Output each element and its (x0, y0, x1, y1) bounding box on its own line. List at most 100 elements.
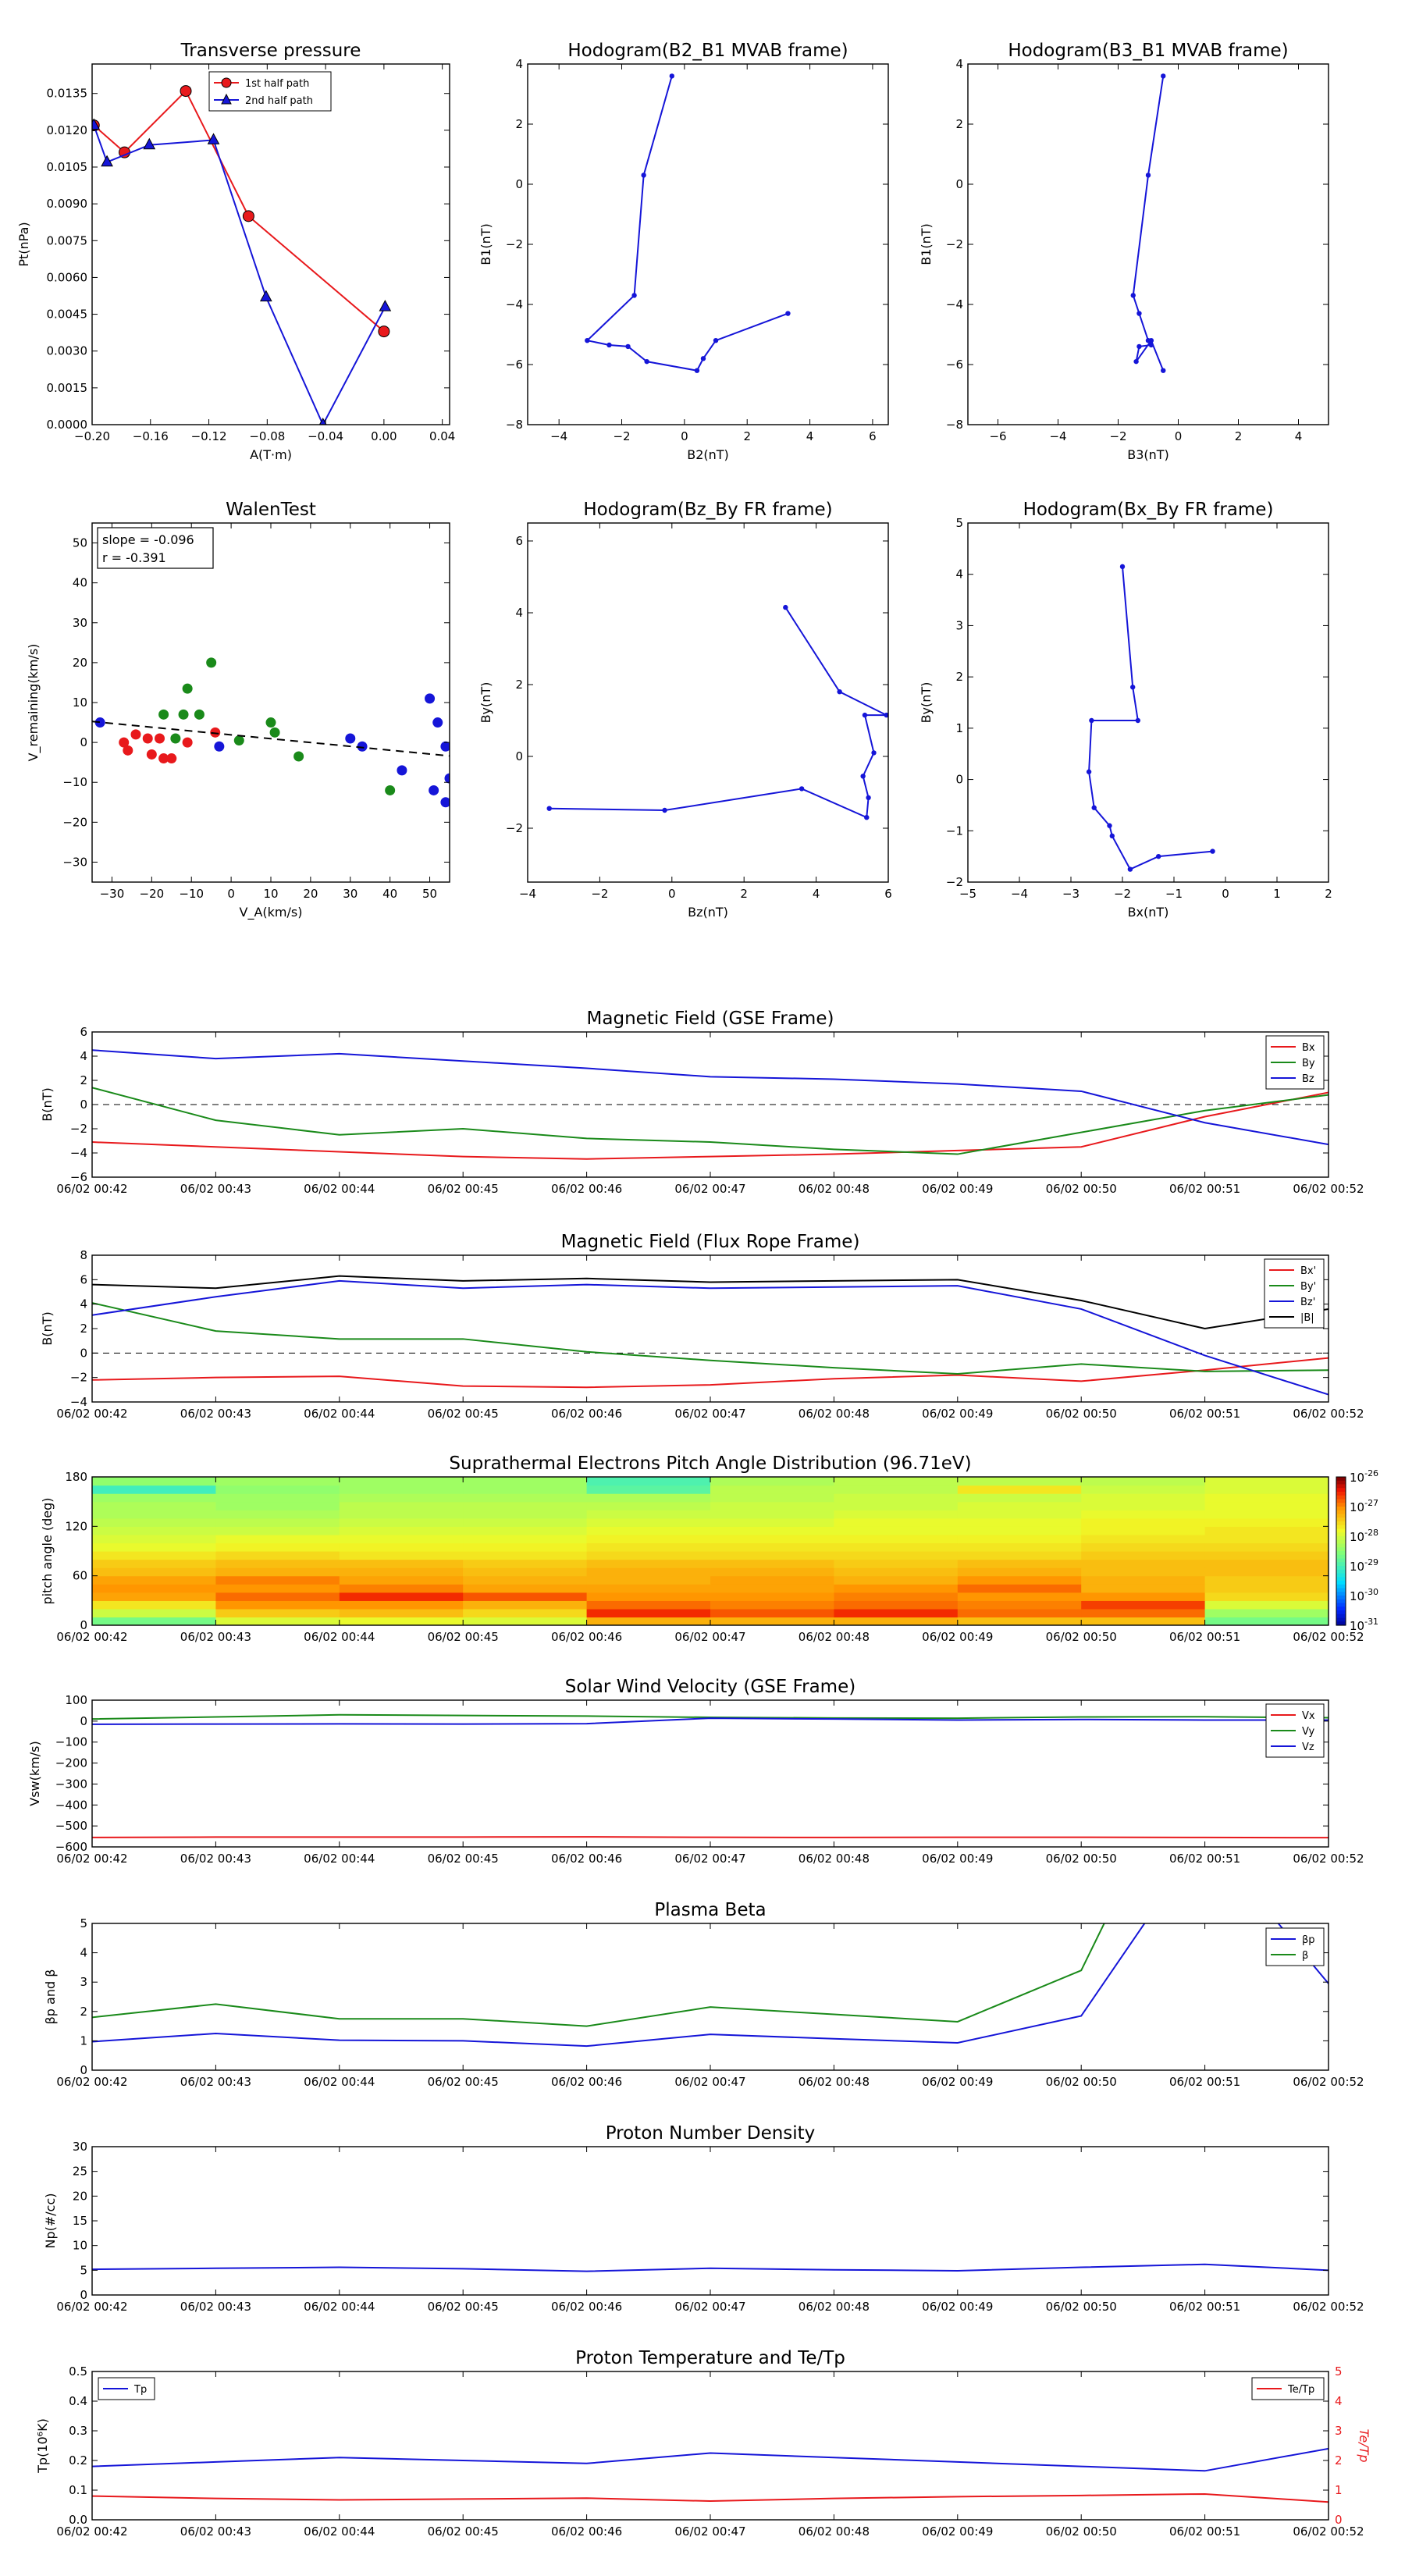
hodo_b2b1-point (700, 356, 706, 361)
np-xtick-label: 06/02 00:43 (180, 2300, 251, 2314)
pad-colorbar-step (1336, 1617, 1346, 1622)
pad-heatmap-cell (1081, 1510, 1206, 1519)
hodo_bxby-xtick-label: −5 (959, 887, 976, 901)
walen-ytick-label: 40 (73, 576, 87, 590)
walen-point (166, 753, 177, 764)
vsw-ytick-label: −200 (55, 1756, 87, 1770)
walen-point (155, 733, 165, 744)
pad-heatmap-cell (463, 1534, 588, 1544)
mag_fr-plot-area (92, 1275, 1329, 1396)
hodo_bzby-point (546, 806, 552, 811)
np-xtick-label: 06/02 00:46 (551, 2300, 622, 2314)
hodo_b3b1-point (1161, 73, 1166, 79)
walen-point (123, 745, 133, 756)
pad-xtick-label: 06/02 00:50 (1046, 1630, 1117, 1644)
pad-heatmap-cell (957, 1477, 1082, 1486)
transverse-point (143, 137, 156, 150)
pad-heatmap-cell (1204, 1600, 1329, 1610)
beta-series-line (92, 1923, 1329, 2048)
pad-heatmap-cell (1081, 1542, 1206, 1552)
pad-colorbar-step (1336, 1596, 1346, 1600)
hodo_b3b1-plot-area (1130, 73, 1166, 373)
transverse-border (91, 63, 450, 425)
hodo_bxby-xtick-label: −2 (1114, 887, 1131, 901)
mag_fr-series-line (92, 1275, 1329, 1330)
hodo_b2b1-point (631, 293, 637, 298)
pad-ytick-label: 180 (65, 1470, 87, 1484)
mag_fr-ytick-label: 0 (80, 1346, 87, 1360)
hodo_b3b1-border (967, 63, 1329, 425)
hodo_b2b1-ytick-label: 0 (515, 177, 523, 191)
pad-heatmap-cell (957, 1526, 1082, 1535)
pad-colorbar-step (1336, 1536, 1346, 1541)
pad-heatmap-cell (1081, 1584, 1206, 1593)
pad-heatmap-cell (1204, 1542, 1329, 1552)
hodo_b2b1-point (606, 342, 612, 348)
walen-point (293, 751, 304, 762)
mag_fr-ytick-label: −2 (70, 1371, 87, 1385)
hodo_b3b1-ytick-label: −4 (946, 297, 963, 311)
tp-ytick-label: 0.4 (69, 2394, 87, 2408)
walen-point (194, 709, 205, 720)
vsw-ytick-label: −300 (55, 1777, 87, 1791)
walen-ytick-label: 10 (73, 696, 87, 710)
hodo_bzby-xtick-label: 6 (884, 887, 892, 901)
np-series-line (92, 2263, 1329, 2272)
tp-xtick-label: 06/02 00:49 (922, 2524, 993, 2539)
pad-heatmap-cell (339, 1526, 464, 1535)
hodo_b3b1-ylabel: B1(nT) (919, 223, 934, 265)
pad-heatmap-cell (1081, 1559, 1206, 1568)
mag_fr-series-line (92, 1302, 1329, 1375)
pad-heatmap-cell (834, 1493, 959, 1503)
mag_gse-legend: Bx By Bz (1265, 1035, 1325, 1090)
pad-heatmap-cell (710, 1575, 834, 1585)
pad-heatmap-cell (339, 1493, 464, 1503)
hodo_b3b1-point (1136, 311, 1142, 316)
transverse-point (378, 326, 390, 338)
pad-heatmap-cell (339, 1584, 464, 1593)
transverse-ytick-label: 0.0090 (47, 197, 88, 211)
pad-heatmap-cell (1204, 1617, 1329, 1625)
pad-heatmap-cell (586, 1477, 711, 1486)
tp-ylabel2: Te/Tp (1357, 2429, 1371, 2463)
pad-heatmap-cell (92, 1567, 216, 1577)
walen-ytick-label: 50 (73, 536, 87, 550)
pad-heatmap-cell (463, 1584, 588, 1593)
walen-point (178, 709, 189, 720)
pad-heatmap-cell (215, 1534, 340, 1544)
pad-heatmap-cell (710, 1485, 834, 1494)
tp-ylabel: Tp(10⁶K) (35, 2418, 50, 2474)
pad-heatmap-cell (957, 1567, 1082, 1577)
np-xtick-label: 06/02 00:51 (1169, 2300, 1240, 2314)
mag_fr-xtick-label: 06/02 00:49 (922, 1407, 993, 1421)
pad-colorbar-step (1336, 1573, 1346, 1578)
pad-heatmap-cell (92, 1534, 216, 1544)
walen-r-text: r = -0.391 (102, 550, 166, 565)
mag_gse-series-line (92, 1087, 1329, 1155)
hodo_b3b1-xtick-label: −4 (1049, 429, 1066, 443)
hodo_bzby-series-line (549, 607, 887, 819)
hodo_bxby-xlabel: Bx(nT) (1128, 905, 1169, 920)
pad-heatmap-cell (957, 1534, 1082, 1544)
mag_fr-series-line (92, 1279, 1329, 1396)
hodo_bxby-ytick-label: 0 (955, 773, 963, 787)
pad-heatmap-cell (1204, 1584, 1329, 1593)
hodo_b2b1-ylabel: B1(nT) (478, 223, 493, 265)
pad-heatmap-cell (1204, 1510, 1329, 1519)
pad-colorbar-step (1336, 1551, 1346, 1556)
pad-heatmap-cell (1204, 1608, 1329, 1618)
vsw-legend: Vx Vy Vz (1265, 1703, 1325, 1758)
mag_gse-ytick-label: −2 (70, 1122, 87, 1136)
vsw-xtick-label: 06/02 00:51 (1169, 1852, 1240, 1866)
hodo_bzby: Hodogram(Bz_By FR frame) Bz(nT) By(nT) −4 −2… (478, 500, 892, 920)
pad-heatmap-cell (1081, 1551, 1206, 1560)
pad-heatmap-cell (834, 1608, 959, 1618)
hodo_b3b1-point (1148, 338, 1154, 343)
transverse-xlabel: A(T·m) (250, 447, 292, 462)
pad-colorbar-step (1336, 1495, 1346, 1500)
transverse-point (180, 85, 192, 98)
pad-heatmap-cell (92, 1501, 216, 1510)
transverse-point (379, 300, 392, 311)
beta-xtick-label: 06/02 00:49 (922, 2075, 993, 2089)
transverse-point (92, 118, 101, 130)
